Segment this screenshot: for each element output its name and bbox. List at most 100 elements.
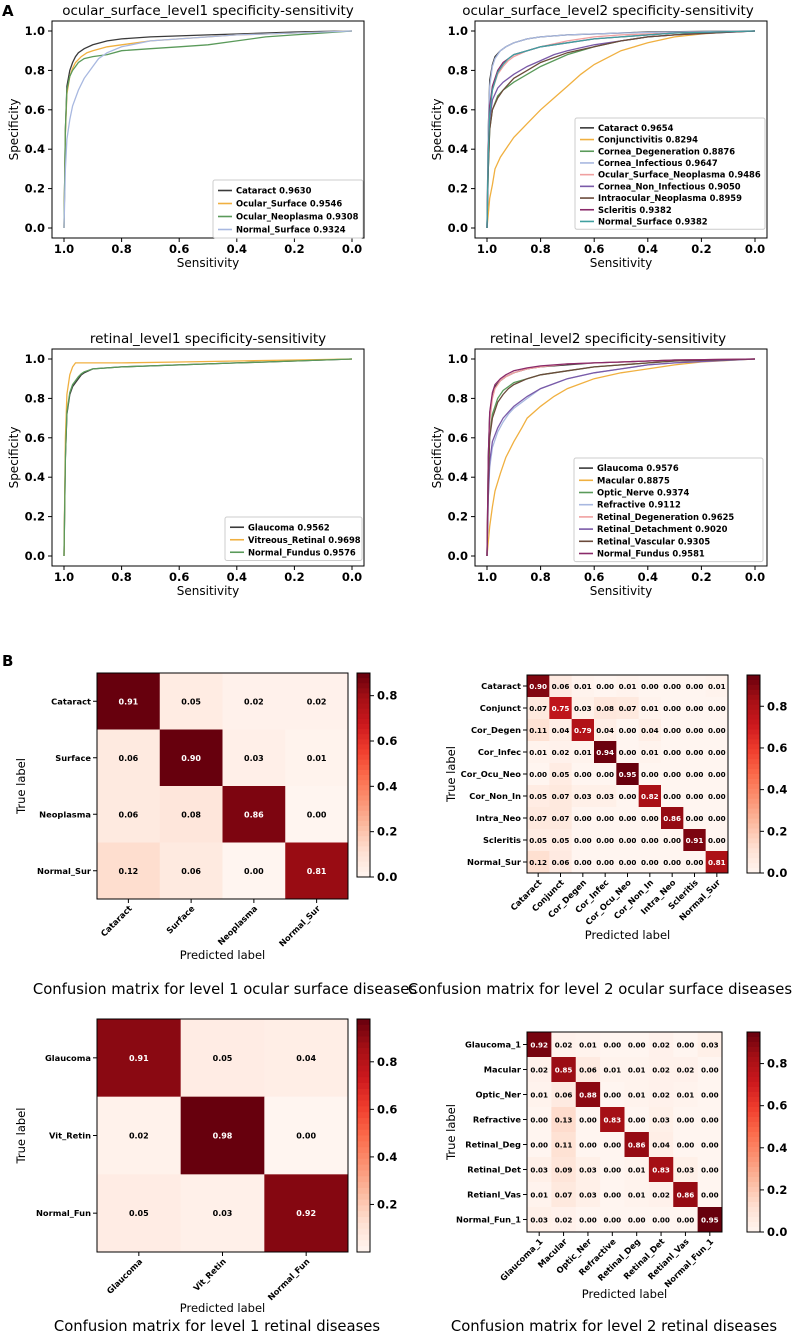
matrix-cell: [616, 675, 640, 698]
cell-value: 0.01: [628, 1166, 646, 1175]
matrix-cell: [616, 741, 640, 764]
matrix-cell: [527, 1132, 552, 1158]
matrix-cell: [222, 842, 286, 900]
matrix-cell: [571, 675, 595, 698]
matrix-cell: [673, 1057, 699, 1083]
colorbar-segment: [357, 1152, 370, 1160]
y-tick-label: 0.2: [25, 510, 45, 524]
colorbar-segment: [357, 820, 370, 827]
colorbar-segment: [747, 1032, 760, 1038]
figure-caption: Confusion matrix for level 2 retinal dis…: [451, 1318, 777, 1335]
colorbar-segment: [747, 853, 760, 859]
matrix-cell: [180, 1019, 265, 1098]
colorbar-segment: [747, 704, 760, 711]
cell-value: 0.91: [686, 836, 704, 845]
y-tick-label: 0.8: [25, 391, 45, 405]
row-label: Cor_Degen: [471, 725, 521, 735]
colorbar-segment: [357, 1059, 370, 1067]
cell-value: 0.09: [555, 1166, 573, 1175]
cell-value: 0.00: [603, 1166, 621, 1175]
colorbar-tick-label: 0.0: [767, 1225, 787, 1239]
matrix-cell: [97, 673, 161, 730]
cell-value: 0.03: [574, 704, 592, 713]
colorbar-segment: [357, 769, 370, 776]
x-tick-label: 0.6: [169, 242, 189, 256]
colorbar-segment: [747, 764, 760, 770]
matrix-cell: [571, 697, 595, 720]
colorbar-segment: [747, 774, 760, 780]
cell-value: 0.13: [555, 1116, 573, 1125]
row-label: Normal_Fun_1: [456, 1215, 521, 1225]
y-axis-label: True label: [444, 746, 458, 803]
cell-value: 0.00: [677, 1116, 695, 1125]
cell-value: 0.00: [307, 810, 327, 819]
colorbar-segment: [747, 1192, 760, 1198]
matrix-cell: [571, 719, 595, 742]
colorbar-segment: [357, 1234, 370, 1241]
cell-value: 0.00: [686, 704, 704, 713]
colorbar-segment: [357, 698, 370, 705]
colorbar-segment: [747, 1162, 760, 1168]
colorbar-segment: [747, 1042, 760, 1048]
matrix-cell: [527, 829, 550, 852]
series-line: [63, 30, 353, 229]
cell-value: 0.01: [628, 1191, 646, 1200]
cell-value: 0.06: [555, 1091, 573, 1100]
x-axis-label: Sensitivity: [590, 584, 652, 598]
cell-value: 0.05: [213, 1054, 233, 1063]
cell-value: 0.01: [530, 1091, 548, 1100]
matrix-cell: [600, 1107, 625, 1133]
column-label: Cataract: [99, 903, 134, 938]
y-tick-label: 1.0: [448, 352, 468, 366]
cell-value: 0.11: [555, 1141, 573, 1150]
row-label: Normal_Fun: [36, 1208, 91, 1218]
matrix-cell: [575, 1082, 601, 1108]
y-tick-label: 0.6: [25, 103, 45, 117]
cell-value: 0.00: [574, 836, 592, 845]
colorbar-segment: [357, 790, 370, 796]
matrix-cell: [600, 1082, 625, 1108]
cell-value: 0.00: [701, 1066, 719, 1075]
colorbar-segment: [747, 798, 760, 805]
cell-value: 0.01: [574, 682, 592, 691]
legend-entry: Retinal_Detachment 0.9020: [597, 524, 728, 534]
matrix-cell: [551, 1032, 577, 1058]
matrix-cell: [594, 807, 617, 830]
colorbar-segment: [357, 826, 370, 832]
matrix-cell: [551, 1057, 577, 1083]
matrix-cell: [594, 675, 617, 698]
colorbar-segment: [357, 1019, 370, 1026]
colorbar-segment: [357, 1112, 370, 1119]
matrix-cell: [159, 786, 223, 843]
cell-value: 0.00: [530, 1141, 548, 1150]
matrix-cell: [97, 1174, 182, 1253]
row-label: Conjunct: [480, 703, 521, 713]
colorbar-segment: [357, 1222, 370, 1230]
colorbar-segment: [357, 754, 370, 761]
plot-frame: [51, 348, 365, 567]
x-tick-label: 0.0: [745, 242, 765, 256]
matrix-cell: [549, 851, 573, 874]
colorbar-tick-label: 0.6: [767, 741, 787, 755]
colorbar-tick-label: 0.6: [377, 734, 397, 748]
plot-frame: [474, 20, 768, 239]
colorbar-segment: [747, 1157, 760, 1163]
cell-value: 0.00: [603, 1091, 621, 1100]
x-tick-label: 0.6: [169, 570, 189, 584]
y-tick-label: 0.2: [448, 510, 468, 524]
colorbar-segment: [357, 810, 370, 817]
cell-value: 0.07: [529, 704, 547, 713]
y-tick-label: 0.8: [448, 63, 468, 77]
cell-value: 0.00: [619, 814, 637, 823]
series-line: [63, 30, 353, 229]
cell-value: 0.01: [641, 748, 659, 757]
cell-value: 0.05: [181, 697, 201, 706]
cell-value: 0.86: [628, 1141, 646, 1150]
cell-value: 0.00: [641, 682, 659, 691]
matrix-cell: [575, 1132, 601, 1158]
cell-value: 0.04: [641, 726, 659, 735]
matrix-cell: [527, 1082, 552, 1108]
cell-value: 0.92: [296, 1209, 316, 1218]
matrix-frame: [526, 1031, 723, 1233]
y-tick-label: 0.4: [25, 470, 45, 484]
